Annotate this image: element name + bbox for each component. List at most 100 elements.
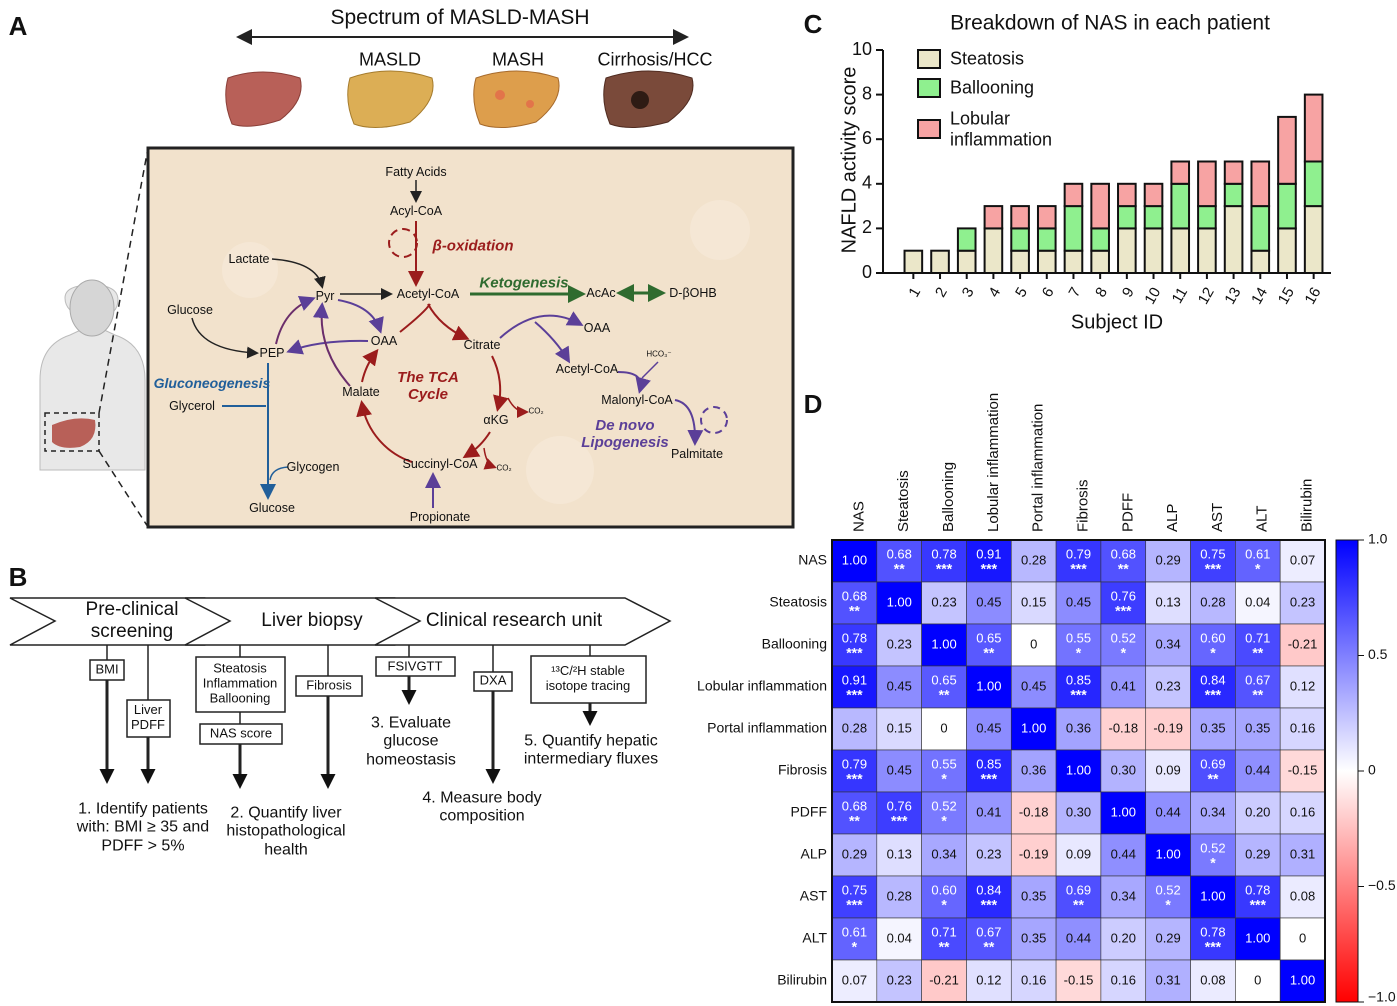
significance-label: ** xyxy=(983,939,994,955)
significance-label: *** xyxy=(846,645,863,661)
cell-label: 1.00 xyxy=(1155,846,1180,861)
x-tick-label: 10 xyxy=(1141,284,1164,307)
liver-spot xyxy=(495,90,505,100)
cell-label: 0.60 xyxy=(931,882,956,897)
cell-label: 1.00 xyxy=(1021,720,1046,735)
cycle xyxy=(388,228,418,258)
arrow xyxy=(499,311,584,339)
heatmap-cell xyxy=(876,665,922,709)
cell-label: 1.00 xyxy=(1111,804,1136,819)
measure-box xyxy=(295,675,363,697)
row-label: ALP xyxy=(801,846,827,862)
liver-spot xyxy=(631,91,649,109)
cell-label: 0.08 xyxy=(1290,888,1315,903)
cell-label: 0.44 xyxy=(1245,762,1270,777)
x-tick-label: 3 xyxy=(959,284,978,300)
cell-label: 0.31 xyxy=(1155,972,1180,987)
cell-label: 0.29 xyxy=(1155,552,1180,567)
workflow-arrows xyxy=(99,645,598,789)
y-axis-label: NAFLD activity score xyxy=(838,67,860,254)
cycle xyxy=(700,406,728,434)
bar-segment xyxy=(956,249,977,274)
pathway xyxy=(146,146,795,529)
heatmap-cell xyxy=(921,707,967,751)
cell-label: -0.19 xyxy=(1019,846,1049,861)
person-head xyxy=(69,279,115,337)
cell-label: 0.41 xyxy=(976,804,1001,819)
cell-label: -0.18 xyxy=(1019,804,1049,819)
liver-icon xyxy=(347,70,434,128)
heatmap-cell xyxy=(1235,539,1281,583)
bar-segment xyxy=(1197,205,1217,230)
cell-label: 0.20 xyxy=(1111,930,1136,945)
cell-label: 0.16 xyxy=(1111,972,1136,987)
heatmap-cell xyxy=(1100,623,1147,667)
cell-label: 0.69 xyxy=(1066,882,1091,897)
bar-segment xyxy=(1303,160,1324,208)
cell-label: 0.23 xyxy=(976,846,1001,861)
cell-label: 0.28 xyxy=(842,720,867,735)
heatmap-cell xyxy=(1145,959,1191,1003)
significance-label: * xyxy=(941,813,947,829)
arrow xyxy=(271,258,326,289)
arrow xyxy=(507,397,529,418)
cell-label: 0.68 xyxy=(842,588,867,603)
cell-label: 0.13 xyxy=(887,846,912,861)
significance-label: ** xyxy=(849,813,860,829)
cell-label: 0.45 xyxy=(1021,678,1046,693)
bar-segment xyxy=(1250,205,1271,252)
cell-label: 0.13 xyxy=(1155,594,1180,609)
heatmap-cell xyxy=(831,749,878,793)
cell-label: 1.00 xyxy=(887,594,912,609)
zoom-box xyxy=(44,412,100,452)
bar-segment xyxy=(1197,160,1217,208)
heatmap-cell xyxy=(1235,959,1281,1003)
bar-segment xyxy=(1010,205,1030,230)
cell-label: 1.00 xyxy=(1245,930,1270,945)
measure-box xyxy=(530,655,647,704)
y-tick-label: 2 xyxy=(862,217,872,237)
cell-label: 0.52 xyxy=(1111,630,1136,645)
bar-segment xyxy=(983,205,1004,230)
bar-segment xyxy=(930,249,950,274)
cell-label: 0.55 xyxy=(1066,630,1091,645)
heatmap-cell xyxy=(1279,791,1326,835)
cell-label: 0.28 xyxy=(887,888,912,903)
cell-label: 1.00 xyxy=(1290,972,1315,987)
cell-label: 0.84 xyxy=(1200,672,1225,687)
bar-segment xyxy=(1143,205,1164,230)
heatmap-cell xyxy=(1055,707,1102,751)
heatmap-cell xyxy=(1279,749,1326,793)
heatmap-cell xyxy=(1055,875,1102,919)
cell-label: 0.16 xyxy=(1290,804,1315,819)
significance-label: *** xyxy=(1205,561,1222,577)
significance-label: *** xyxy=(891,813,908,829)
pathway-box xyxy=(146,146,795,529)
x-tick-label: 11 xyxy=(1169,284,1192,306)
heatmap-cell xyxy=(1190,917,1236,961)
column-label: Ballooning xyxy=(940,462,957,532)
cell-label: 0.61 xyxy=(842,924,867,939)
x-tick-label: 6 xyxy=(1039,284,1058,300)
bar-segment xyxy=(1303,93,1324,163)
cell-label: 0.35 xyxy=(1021,888,1046,903)
spectrum xyxy=(225,29,694,128)
cell-label: 0.79 xyxy=(842,756,867,771)
heatmap-cell xyxy=(876,959,922,1003)
significance-label: ** xyxy=(1252,645,1263,661)
heatmap-cell xyxy=(966,707,1012,751)
legend-swatch xyxy=(917,78,941,98)
colorbar-tick-label: 0.5 xyxy=(1368,646,1388,662)
x-tick-label: 15 xyxy=(1275,284,1298,307)
cell-label: 0.04 xyxy=(887,930,912,945)
bar-segment xyxy=(1170,160,1191,185)
cell-label: -0.21 xyxy=(929,972,959,987)
row-label: Steatosis xyxy=(769,594,827,610)
heatmap-cell xyxy=(876,833,922,877)
heatmap-cell xyxy=(966,917,1012,961)
arrow xyxy=(534,321,571,364)
significance-label: * xyxy=(1210,645,1216,661)
cell-label: 0.28 xyxy=(1021,552,1046,567)
row-label: Lobular inflammation xyxy=(697,678,827,694)
